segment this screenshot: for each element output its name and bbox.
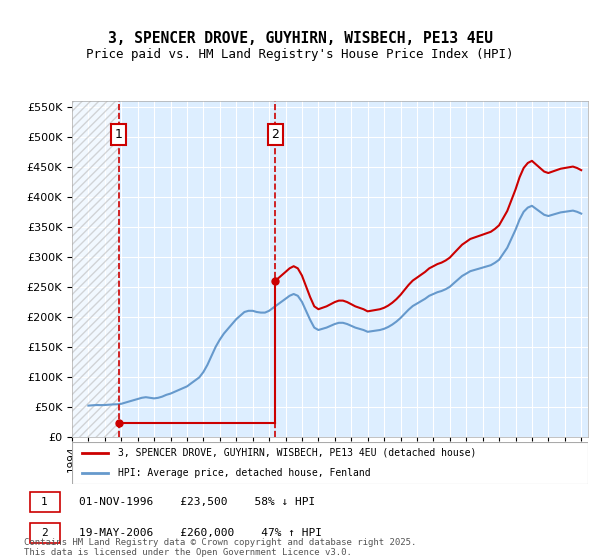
Text: Price paid vs. HM Land Registry's House Price Index (HPI): Price paid vs. HM Land Registry's House … bbox=[86, 48, 514, 60]
Text: 3, SPENCER DROVE, GUYHIRN, WISBECH, PE13 4EU (detached house): 3, SPENCER DROVE, GUYHIRN, WISBECH, PE13… bbox=[118, 448, 477, 458]
Text: 1: 1 bbox=[41, 497, 48, 507]
Text: Contains HM Land Registry data © Crown copyright and database right 2025.
This d: Contains HM Land Registry data © Crown c… bbox=[24, 538, 416, 557]
Text: 2: 2 bbox=[41, 528, 48, 538]
FancyBboxPatch shape bbox=[29, 523, 60, 543]
FancyBboxPatch shape bbox=[72, 442, 588, 484]
FancyBboxPatch shape bbox=[29, 492, 60, 512]
Text: HPI: Average price, detached house, Fenland: HPI: Average price, detached house, Fenl… bbox=[118, 468, 371, 478]
Text: 3, SPENCER DROVE, GUYHIRN, WISBECH, PE13 4EU: 3, SPENCER DROVE, GUYHIRN, WISBECH, PE13… bbox=[107, 31, 493, 46]
Text: 01-NOV-1996    £23,500    58% ↓ HPI: 01-NOV-1996 £23,500 58% ↓ HPI bbox=[79, 497, 316, 507]
Text: 1: 1 bbox=[115, 128, 122, 141]
Text: 2: 2 bbox=[271, 128, 279, 141]
Text: 19-MAY-2006    £260,000    47% ↑ HPI: 19-MAY-2006 £260,000 47% ↑ HPI bbox=[79, 528, 322, 538]
